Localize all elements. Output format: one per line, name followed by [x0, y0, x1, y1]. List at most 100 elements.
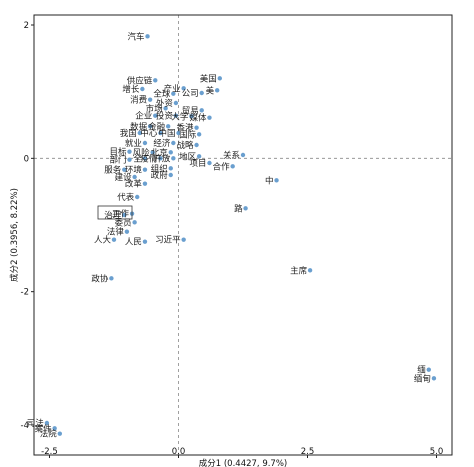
- point-label: 公司: [182, 89, 199, 99]
- data-point: [243, 206, 248, 211]
- data-point: [137, 130, 142, 136]
- data-point: [217, 76, 222, 81]
- data-point: [132, 220, 137, 225]
- point-label: 投资: [156, 111, 174, 122]
- point-label: 缅: [417, 365, 426, 376]
- point-label: 目标: [109, 147, 127, 158]
- data-point: [240, 152, 246, 158]
- point-label: 环境: [125, 165, 143, 176]
- point-label: 建设: [115, 172, 133, 183]
- data-point: [127, 157, 132, 162]
- data-point: [199, 90, 204, 96]
- data-point: [122, 212, 127, 218]
- x-tick-label: 2.5: [301, 447, 315, 457]
- point-label: 工作: [112, 209, 130, 220]
- point-label: 人民: [125, 238, 142, 248]
- point-label: 增长: [122, 84, 140, 95]
- point-label: 美: [206, 85, 215, 96]
- plot-frame: [33, 14, 453, 456]
- point-label: 风险: [133, 147, 151, 158]
- point-label: 关系: [223, 150, 240, 161]
- point-label: 法律: [107, 227, 125, 238]
- data-point: [171, 140, 176, 146]
- data-point: [163, 106, 168, 111]
- y-tick-label: 0: [24, 154, 29, 164]
- data-point: [207, 115, 212, 120]
- data-point: [168, 150, 173, 155]
- y-axis-title: 成分2 (0.3956, 8.22%): [9, 188, 20, 282]
- point-label: 疫情: [140, 153, 158, 164]
- point-label: 就业: [125, 138, 142, 149]
- data-point: [168, 166, 173, 171]
- data-point: [147, 124, 153, 129]
- y-tick-label: -2: [21, 288, 29, 298]
- point-label: 服务: [104, 165, 122, 176]
- data-points: [44, 34, 437, 436]
- data-point: [127, 149, 132, 154]
- point-label: 全: [133, 153, 142, 164]
- point-label: 项目: [189, 159, 206, 169]
- point-label: 美国: [200, 73, 217, 84]
- point-label: 中心: [140, 128, 158, 139]
- data-point: [173, 113, 179, 118]
- data-point: [171, 91, 176, 96]
- data-point: [57, 431, 63, 436]
- data-point: [158, 130, 163, 136]
- point-label: 组织: [151, 163, 168, 174]
- data-point: [44, 420, 50, 426]
- point-label: 香港: [177, 123, 195, 134]
- data-point: [142, 167, 148, 172]
- data-point: [145, 34, 150, 39]
- data-point: [181, 237, 186, 242]
- data-point: [199, 108, 204, 113]
- y-tick-label: -4: [21, 421, 29, 431]
- data-point: [194, 142, 199, 148]
- reference-lines: [34, 15, 452, 455]
- point-label: 北京: [151, 147, 168, 158]
- point-label: 战略: [177, 140, 195, 151]
- point-label: 国际: [179, 130, 197, 140]
- data-point: [207, 160, 212, 166]
- point-label: 缅甸: [414, 373, 431, 384]
- data-point: [135, 194, 140, 200]
- point-label: 外资: [156, 98, 174, 109]
- point-label: 消费: [130, 95, 148, 106]
- data-point: [158, 156, 163, 161]
- point-label: 政协: [91, 273, 109, 284]
- data-point: [194, 125, 199, 130]
- point-label: 大学: [171, 111, 189, 122]
- data-point: [214, 88, 220, 93]
- highlight-box: [97, 205, 133, 220]
- data-point: [124, 229, 130, 234]
- data-point: [196, 132, 202, 137]
- point-label: 企业: [135, 111, 152, 122]
- data-point: [173, 100, 179, 106]
- data-point: [142, 140, 148, 146]
- point-label: 市场: [146, 103, 163, 114]
- point-label: 案件: [35, 423, 53, 434]
- point-label: 法院: [40, 429, 58, 440]
- data-point: [153, 113, 158, 118]
- data-point: [147, 97, 153, 102]
- data-point: [431, 376, 437, 381]
- data-point: [171, 156, 176, 161]
- point-label: 政府: [151, 170, 169, 181]
- x-tick-label: 0.0: [172, 447, 186, 457]
- point-label: 部门: [109, 155, 126, 166]
- point-label: 司法: [27, 418, 44, 429]
- y-tick-label: 2: [24, 21, 29, 31]
- data-point: [230, 164, 235, 169]
- data-point: [52, 426, 57, 431]
- data-point: [181, 86, 186, 91]
- point-label: 全球: [153, 89, 171, 100]
- point-label: 经济: [153, 138, 171, 149]
- data-point: [426, 367, 431, 372]
- data-point: [122, 167, 127, 172]
- data-point: [189, 114, 194, 119]
- point-label: 贸易: [182, 105, 199, 116]
- point-label: 习近平: [155, 235, 181, 246]
- data-point: [142, 156, 148, 161]
- point-label: 开放: [153, 153, 171, 164]
